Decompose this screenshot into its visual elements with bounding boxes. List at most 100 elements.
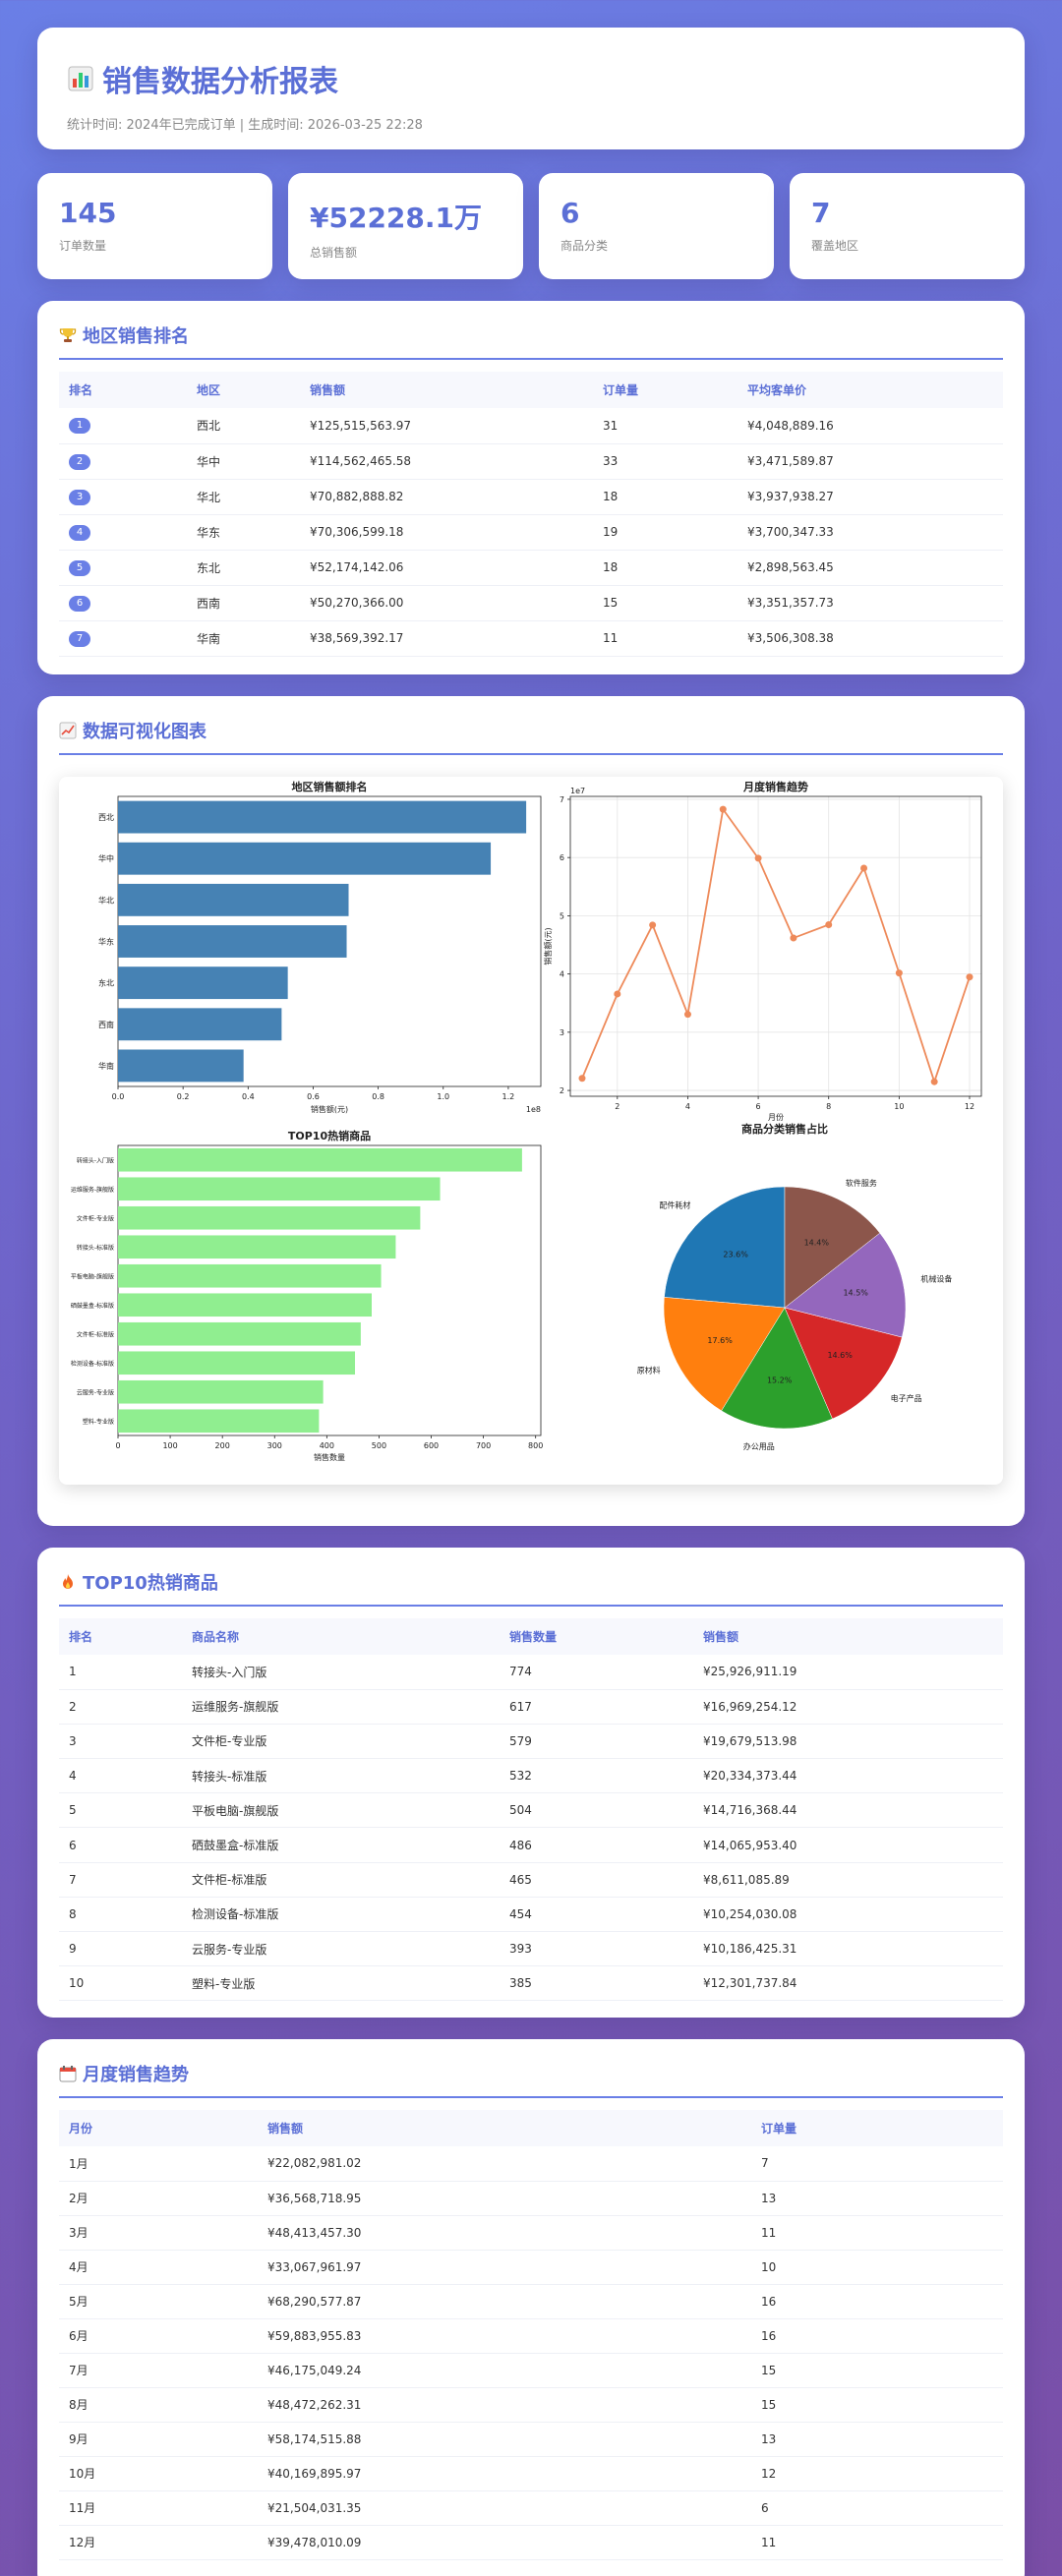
slice-value-label: 23.6% xyxy=(723,1251,748,1259)
table-cell-orders: 16 xyxy=(751,2284,1003,2319)
table-cell-rank: 7 xyxy=(59,1862,182,1898)
table-cell-region: 华东 xyxy=(187,514,300,551)
table-cell-rank: 2 xyxy=(59,443,187,480)
table-row: 5 东北 ¥52,174,142.06 18 ¥2,898,563.45 xyxy=(59,550,1003,586)
region-table: 排名 地区 销售额 订单量 平均客单价 1 西北 ¥125,515,563.97 31… xyxy=(59,372,1003,657)
table-cell-month: 8月 xyxy=(59,2387,258,2423)
x-tick-label: 0.6 xyxy=(307,1092,320,1101)
table-cell-region: 华北 xyxy=(187,479,300,515)
data-point xyxy=(966,973,974,981)
table-cell-sales: ¥16,969,254.12 xyxy=(693,1689,1003,1725)
table-cell-qty: 532 xyxy=(500,1758,693,1794)
slice-label: 办公用品 xyxy=(743,1441,775,1451)
table-cell-rank: 4 xyxy=(59,514,187,551)
section-title: TOP10热销商品 xyxy=(59,1569,1003,1607)
table-cell-qty: 579 xyxy=(500,1724,693,1760)
top10-section: TOP10热销商品 排名 商品名称 销售数量 销售额 1 转接头-入门版 774 ¥2… xyxy=(37,1548,1025,2018)
y-tick-label: 华南 xyxy=(98,1061,114,1071)
stats-row: 145 订单数量 ¥52228.1万 总销售额 6 商品分类 7 覆盖地区 xyxy=(37,173,1025,279)
table-cell-sales: ¥8,611,085.89 xyxy=(693,1862,1003,1898)
table-cell-orders: 33 xyxy=(593,443,738,480)
table-cell-name: 文件柜-专业版 xyxy=(182,1724,500,1760)
data-point xyxy=(649,921,657,929)
slice-value-label: 14.6% xyxy=(827,1351,853,1360)
table-row: 4月 ¥33,067,961.97 10 xyxy=(59,2250,1003,2285)
table-cell-name: 转接头-标准版 xyxy=(182,1758,500,1794)
table-row: 6 硒鼓墨盒-标准版 486 ¥14,065,953.40 xyxy=(59,1827,1003,1863)
stat-card-regions: 7 覆盖地区 xyxy=(790,173,1025,279)
x-tick-label: 8 xyxy=(826,1102,831,1111)
y-tick-label: 4 xyxy=(560,970,564,979)
table-cell-rank: 1 xyxy=(59,1655,182,1690)
chart-title: 地区销售额排名 xyxy=(292,780,368,793)
x-tick-label: 500 xyxy=(372,1441,386,1450)
rank-badge: 5 xyxy=(69,559,90,576)
y-scale-label: 1e7 xyxy=(570,787,585,795)
data-point xyxy=(930,1078,938,1085)
table-cell-sales: ¥58,174,515.88 xyxy=(258,2422,751,2457)
table-header-row: 月份 销售额 订单量 xyxy=(59,2110,1003,2146)
slice-label: 机械设备 xyxy=(920,1274,952,1284)
x-tick-label: 1.0 xyxy=(437,1092,449,1101)
table-cell-name: 云服务-专业版 xyxy=(182,1931,500,1967)
table-row: 1月 ¥22,082,981.02 7 xyxy=(59,2146,1003,2182)
bar xyxy=(118,1293,372,1317)
slice-label: 电子产品 xyxy=(891,1393,922,1403)
table-cell-name: 运维服务-旗舰版 xyxy=(182,1689,500,1725)
charts-section: 数据可视化图表 地区销售额排名 西北 华中 华北 华东 东北 西南 华南 0.0 0.2 0.4 0.… xyxy=(37,696,1025,1526)
data-point xyxy=(683,1011,691,1019)
bar xyxy=(118,1177,441,1201)
col-header: 订单量 xyxy=(593,372,738,408)
table-row: 9 云服务-专业版 393 ¥10,186,425.31 xyxy=(59,1931,1003,1967)
table-cell-sales: ¥36,568,718.95 xyxy=(258,2181,751,2216)
data-point xyxy=(825,920,833,928)
y-axis-label: 销售额(元) xyxy=(543,927,553,965)
stat-value: 6 xyxy=(560,197,580,229)
slice-label: 软件服务 xyxy=(846,1178,877,1188)
section-title-text: 月度销售趋势 xyxy=(83,2065,189,2085)
table-cell-region: 华南 xyxy=(187,620,300,657)
table-cell-sales: ¥68,290,577.87 xyxy=(258,2284,751,2319)
table-cell-month: 6月 xyxy=(59,2318,258,2354)
table-cell-rank: 8 xyxy=(59,1897,182,1933)
table-cell-qty: 617 xyxy=(500,1689,693,1725)
table-cell-rank: 9 xyxy=(59,1931,182,1967)
data-point xyxy=(578,1075,586,1083)
table-cell-sales: ¥48,413,457.30 xyxy=(258,2215,751,2251)
stat-value: 7 xyxy=(811,197,831,229)
table-row: 1 西北 ¥125,515,563.97 31 ¥4,048,889.16 xyxy=(59,408,1003,444)
table-cell-month: 11月 xyxy=(59,2490,258,2526)
table-cell-sales: ¥19,679,513.98 xyxy=(693,1724,1003,1760)
table-cell-sales: ¥22,082,981.02 xyxy=(258,2146,751,2182)
table-cell-orders: 15 xyxy=(751,2353,1003,2388)
x-tick-label: 100 xyxy=(162,1441,177,1450)
table-cell-sales: ¥25,926,911.19 xyxy=(693,1655,1003,1690)
table-cell-month: 3月 xyxy=(59,2215,258,2251)
col-header: 排名 xyxy=(59,372,187,408)
slice-value-label: 17.6% xyxy=(707,1336,733,1345)
y-tick-label: 平板电脑-旗舰版 xyxy=(71,1272,114,1280)
x-tick-label: 600 xyxy=(424,1441,439,1450)
table-row: 11月 ¥21,504,031.35 6 xyxy=(59,2490,1003,2526)
table-cell-sales: ¥14,065,953.40 xyxy=(693,1827,1003,1863)
table-cell-qty: 393 xyxy=(500,1931,693,1967)
chart-panel: 地区销售额排名 西北 华中 华北 华东 东北 西南 华南 0.0 0.2 0.4 0.6 0.8 1.0 1… xyxy=(59,777,1003,1485)
table-row: 10 塑料-专业版 385 ¥12,301,737.84 xyxy=(59,1965,1003,2002)
y-tick-label: 转接头-标准版 xyxy=(77,1244,114,1252)
x-axis-label: 月份 xyxy=(768,1112,784,1122)
table-cell-orders: 15 xyxy=(751,2387,1003,2423)
y-tick-label: 检测设备-标准版 xyxy=(71,1360,114,1368)
table-cell-rank: 2 xyxy=(59,1689,182,1725)
x-tick-label: 200 xyxy=(215,1441,230,1450)
table-cell-name: 检测设备-标准版 xyxy=(182,1897,500,1933)
table-row: 5 平板电脑-旗舰版 504 ¥14,716,368.44 xyxy=(59,1792,1003,1829)
x-tick-label: 10 xyxy=(894,1102,904,1111)
table-cell-orders: 11 xyxy=(751,2525,1003,2560)
bar xyxy=(118,842,492,875)
table-row: 7 文件柜-标准版 465 ¥8,611,085.89 xyxy=(59,1862,1003,1898)
section-title-text: TOP10热销商品 xyxy=(83,1573,218,1594)
y-tick-label: 文件柜-标准版 xyxy=(77,1330,114,1338)
rank-badge: 4 xyxy=(69,524,90,541)
table-cell-sales: ¥38,569,392.17 xyxy=(300,620,593,657)
